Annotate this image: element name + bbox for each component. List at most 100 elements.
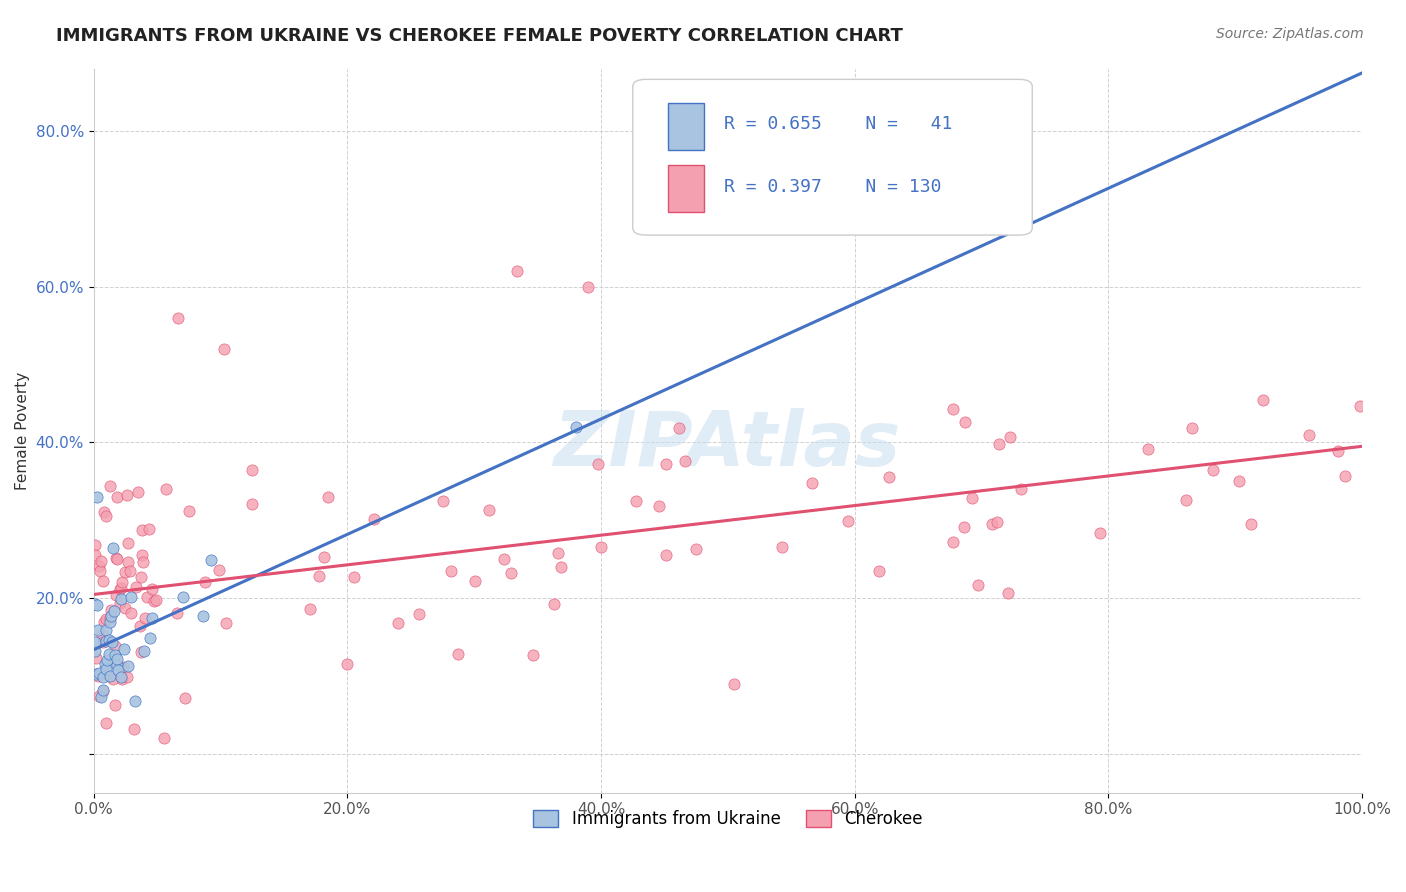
Point — [138, 631, 160, 645]
Point — [962, 491, 984, 505]
Point — [952, 519, 974, 533]
Point — [591, 540, 613, 554]
Point — [215, 615, 238, 630]
Point — [1240, 516, 1263, 531]
Point — [138, 523, 160, 537]
Point — [125, 580, 148, 594]
Point — [868, 564, 890, 578]
Point — [1090, 526, 1112, 541]
Point — [134, 611, 156, 625]
Point — [131, 523, 153, 537]
Point — [212, 342, 235, 356]
Point — [103, 698, 125, 712]
Point — [506, 264, 529, 278]
Point — [173, 690, 195, 705]
Point — [111, 574, 134, 589]
Point — [440, 564, 463, 578]
Point — [104, 648, 127, 662]
FancyBboxPatch shape — [633, 79, 1032, 235]
Point — [1348, 399, 1371, 413]
Point — [122, 722, 145, 736]
Point — [98, 633, 121, 648]
Point — [110, 670, 132, 684]
Point — [986, 516, 1008, 530]
Point — [94, 634, 117, 648]
Point — [998, 430, 1021, 444]
Point — [167, 310, 190, 325]
Point — [1010, 482, 1032, 496]
Point — [1327, 444, 1350, 458]
Point — [141, 611, 163, 625]
Text: IMMIGRANTS FROM UKRAINE VS CHEROKEE FEMALE POVERTY CORRELATION CHART: IMMIGRANTS FROM UKRAINE VS CHEROKEE FEMA… — [56, 27, 903, 45]
Point — [543, 598, 565, 612]
Point — [84, 650, 107, 665]
Point — [240, 463, 263, 477]
Point — [94, 657, 117, 671]
Point — [105, 651, 128, 665]
Point — [84, 597, 107, 611]
Point — [114, 601, 136, 615]
Point — [240, 497, 263, 511]
Point — [464, 574, 486, 589]
Point — [91, 628, 114, 642]
Point — [118, 564, 141, 578]
Point — [299, 601, 322, 615]
Point — [89, 689, 111, 703]
Point — [308, 568, 330, 582]
Point — [120, 607, 142, 621]
Point — [108, 596, 131, 610]
Point — [1175, 492, 1198, 507]
Point — [100, 603, 122, 617]
Point — [105, 552, 128, 566]
Bar — [668, 103, 704, 150]
Point — [547, 546, 569, 560]
Point — [94, 716, 117, 731]
Point — [967, 578, 990, 592]
Point — [93, 683, 115, 698]
Point — [104, 551, 127, 566]
Point — [93, 615, 115, 629]
Point — [107, 663, 129, 677]
Point — [89, 665, 111, 680]
Text: Source: ZipAtlas.com: Source: ZipAtlas.com — [1216, 27, 1364, 41]
Text: ZIPAtlas: ZIPAtlas — [554, 408, 901, 482]
Point — [194, 574, 217, 589]
Point — [112, 642, 135, 657]
Point — [97, 669, 120, 683]
Point — [94, 623, 117, 637]
Point — [655, 549, 678, 563]
Point — [588, 457, 610, 471]
Point — [668, 421, 690, 435]
Point — [1333, 469, 1355, 483]
Bar — [668, 165, 704, 212]
Point — [129, 645, 152, 659]
Point — [1202, 463, 1225, 477]
Point — [98, 615, 121, 629]
Point — [685, 542, 707, 557]
Point — [105, 657, 128, 672]
Point — [478, 503, 501, 517]
Point — [84, 635, 107, 649]
Point — [115, 670, 138, 684]
Point — [200, 553, 222, 567]
Point — [84, 548, 107, 562]
Point — [387, 615, 409, 630]
Point — [166, 606, 188, 620]
Y-axis label: Female Poverty: Female Poverty — [15, 371, 30, 490]
Point — [91, 574, 114, 589]
Point — [316, 490, 339, 504]
Point — [576, 279, 599, 293]
Point — [136, 590, 159, 604]
Point — [111, 660, 134, 674]
Point — [101, 541, 124, 556]
Point — [134, 644, 156, 658]
Point — [105, 490, 128, 504]
Point — [94, 612, 117, 626]
Point — [90, 690, 112, 704]
Point — [988, 437, 1011, 451]
Point — [91, 670, 114, 684]
Point — [942, 534, 965, 549]
Point — [96, 509, 118, 524]
Point — [86, 669, 108, 683]
Point — [141, 582, 163, 596]
